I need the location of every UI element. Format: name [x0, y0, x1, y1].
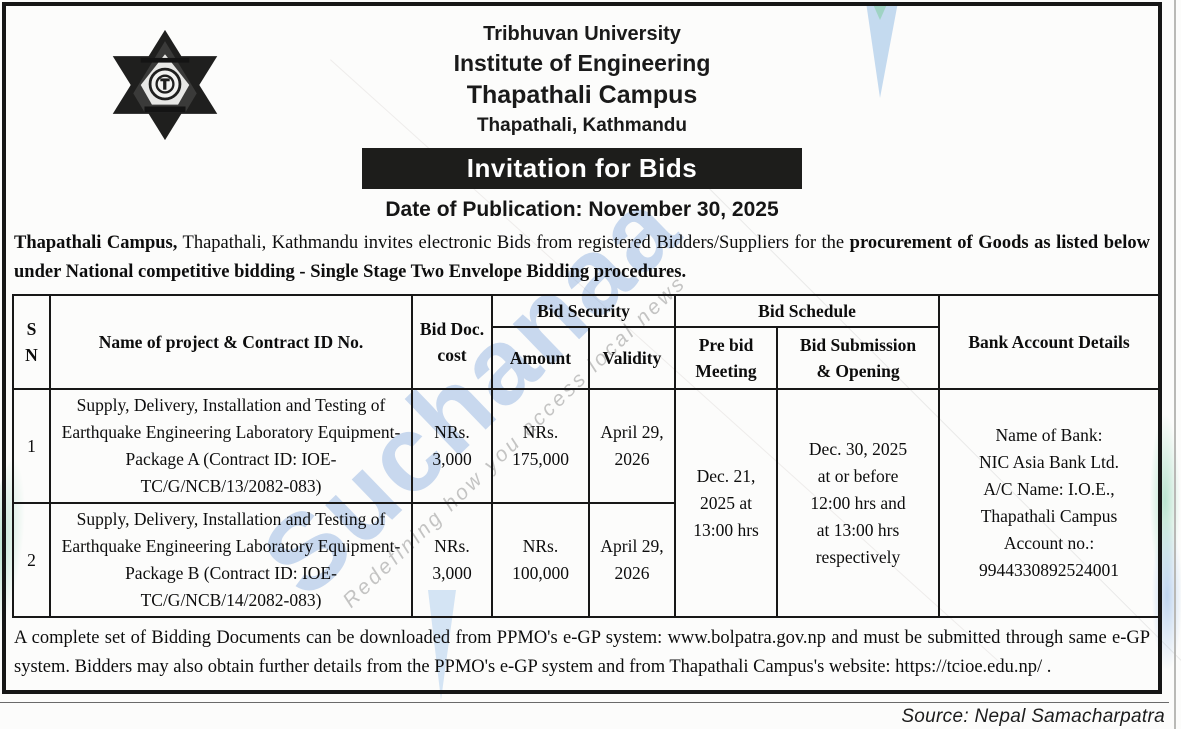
cell-bid-doc-cost: NRs. 3,000 — [411, 502, 493, 618]
cell-amount: NRs. 100,000 — [491, 502, 590, 618]
cell-validity: April 29, 2026 — [587, 388, 677, 504]
col-header-pre-bid-meeting: Pre bid Meeting — [674, 326, 779, 390]
col-header-bid-schedule: Bid Schedule — [674, 294, 941, 328]
table-header-row-sub: Amount Validity Pre bid Meeting Bid Subm… — [13, 326, 1159, 390]
bidding-documents-note: A complete set of Bidding Documents can … — [14, 628, 1150, 677]
intro-bold-lead: Thapathali Campus, — [14, 233, 178, 253]
institute-name: Institute of Engineering — [453, 50, 711, 76]
intro-paragraph: Thapathali Campus, Thapathali, Kathmandu… — [14, 229, 1150, 287]
col-header-bid-security: Bid Security — [490, 294, 677, 328]
cell-bid-submission: Dec. 30, 2025 at or before 12:00 hrs and… — [776, 388, 941, 618]
table-header-row-top: S N Name of project & Contract ID No. Bi… — [12, 294, 1161, 390]
col-header-bid-submission: Bid Submission & Opening — [776, 326, 941, 390]
col-header-bank-account: Bank Account Details — [938, 294, 1161, 390]
col-header-project: Name of project & Contract ID No. — [49, 294, 413, 390]
cell-project-name: Supply, Delivery, Installation and Testi… — [49, 388, 413, 504]
campus-name: Thapathali Campus — [466, 81, 698, 109]
cell-bank-account-details: Name of Bank: NIC Asia Bank Ltd. A/C Nam… — [938, 388, 1161, 618]
invitation-banner-title: Invitation for Bids — [362, 148, 802, 189]
bids-table: S N Name of project & Contract ID No. Bi… — [12, 294, 1161, 618]
university-name: Tribhuvan University — [483, 23, 681, 45]
table-row: 1 Supply, Delivery, Installation and Tes… — [12, 388, 1161, 618]
masthead: Tribhuvan University Institute of Engine… — [6, 6, 1158, 222]
col-header-sn: S N — [12, 294, 51, 390]
cell-bid-doc-cost: NRs. 3,000 — [411, 388, 493, 504]
bottom-divider-line — [0, 702, 1169, 703]
page-edge-line — [1174, 0, 1176, 729]
cell-amount: NRs. 175,000 — [491, 388, 590, 504]
cell-pre-bid-meeting: Dec. 21, 2025 at 13:00 hrs — [674, 388, 779, 618]
cell-validity: April 29, 2026 — [587, 502, 677, 618]
col-header-amount: Amount — [491, 326, 590, 390]
col-header-bid-doc-cost: Bid Doc. cost — [411, 294, 493, 390]
cell-project-name: Supply, Delivery, Installation and Testi… — [49, 502, 413, 618]
table-row: 2 Supply, Delivery, Installation and Tes… — [12, 502, 1159, 618]
invitation-notice: Tribhuvan University Institute of Engine… — [2, 2, 1162, 694]
cell-sn: 2 — [12, 502, 51, 618]
publication-date: Date of Publication: November 30, 2025 — [385, 198, 779, 221]
campus-location: Thapathali, Kathmandu — [476, 115, 688, 136]
intro-bold-tail: procurement of Goods as listed below und… — [14, 233, 1150, 282]
col-header-validity: Validity — [587, 326, 677, 390]
intro-body: Thapathali, Kathmandu invites electronic… — [177, 233, 850, 253]
source-credit: Source: Nepal Samacharpatra — [901, 706, 1165, 727]
tribhuvan-university-logo — [112, 29, 218, 141]
cell-sn: 1 — [12, 388, 51, 504]
